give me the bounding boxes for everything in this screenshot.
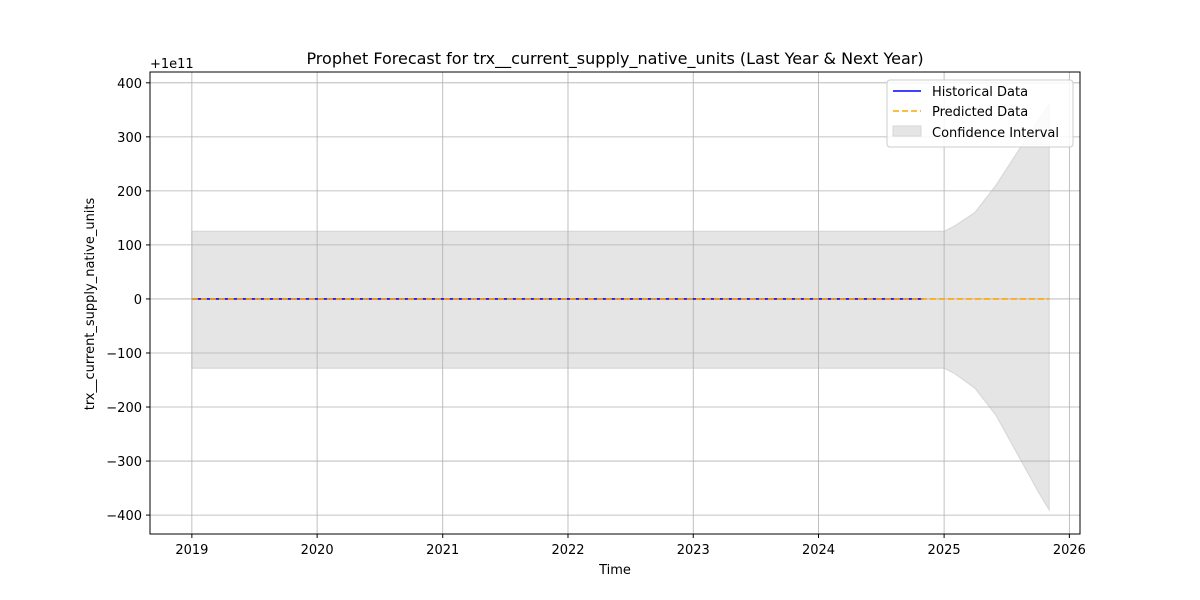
- x-tick-label: 2023: [677, 543, 710, 558]
- chart-title: Prophet Forecast for trx__current_supply…: [306, 49, 923, 69]
- confidence-interval-band: [191, 102, 1050, 512]
- x-tick-label: 2026: [1053, 543, 1086, 558]
- y-tick-label: −200: [106, 401, 142, 416]
- x-tick-label: 2024: [802, 543, 835, 558]
- y-tick-label: −300: [106, 455, 142, 470]
- legend-label-historical: Historical Data: [932, 85, 1028, 100]
- y-tick-label: 100: [117, 239, 142, 254]
- x-tick-label: 2021: [426, 543, 459, 558]
- x-tick-label: 2020: [301, 543, 334, 558]
- y-offset-label: +1e11: [150, 57, 194, 72]
- y-tick-label: −100: [106, 347, 142, 362]
- plot-frame: [149, 71, 1081, 535]
- legend-label-confidence: Confidence Interval: [932, 126, 1059, 141]
- y-tick-label: −400: [106, 509, 142, 524]
- x-axis-label: Time: [598, 563, 631, 578]
- legend: Historical Data Predicted Data Confidenc…: [886, 79, 1074, 148]
- y-axis-label: trx__current_supply_native_units: [83, 197, 98, 410]
- y-axis-ticks: −400 −300 −200 −100 0 100 200 300 400: [106, 77, 150, 524]
- y-tick-label: 200: [117, 185, 142, 200]
- legend-label-predicted: Predicted Data: [932, 105, 1028, 120]
- y-tick-label: 400: [117, 77, 142, 92]
- x-axis-ticks: 2019 2020 2021 2022 2023 2024 2025 2026: [175, 534, 1086, 558]
- confidence-band-layer: [191, 102, 1050, 512]
- x-tick-label: 2019: [175, 543, 208, 558]
- legend-swatch-confidence: [892, 125, 922, 137]
- y-tick-label: 0: [134, 293, 142, 308]
- x-tick-label: 2022: [551, 543, 584, 558]
- y-tick-label: 300: [117, 131, 142, 146]
- x-tick-label: 2025: [928, 543, 961, 558]
- legend-box: [886, 79, 1074, 148]
